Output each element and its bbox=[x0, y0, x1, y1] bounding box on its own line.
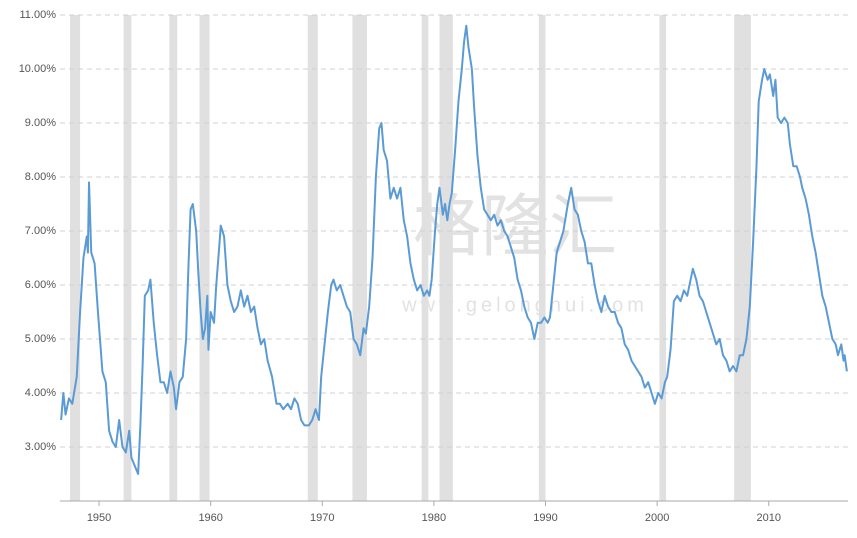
watermark-url: www.gelonghui.com bbox=[401, 294, 648, 316]
x-tick-label: 1950 bbox=[87, 512, 111, 524]
recession-band bbox=[307, 15, 318, 501]
x-tick-label: 1990 bbox=[533, 512, 557, 524]
y-tick-label: 11.00% bbox=[20, 9, 57, 21]
x-tick-label: 2010 bbox=[757, 512, 781, 524]
y-tick-label: 10.00% bbox=[19, 63, 57, 75]
recession-band bbox=[421, 15, 429, 501]
recession-band bbox=[199, 15, 210, 501]
y-tick-label: 8.00% bbox=[25, 171, 56, 183]
y-tick-label: 7.00% bbox=[25, 225, 56, 237]
recession-band bbox=[70, 15, 81, 501]
y-tick-label: 9.00% bbox=[25, 117, 56, 129]
recession-band bbox=[169, 15, 178, 501]
y-tick-label: 4.00% bbox=[25, 387, 56, 399]
recession-band bbox=[538, 15, 546, 501]
line-series bbox=[60, 24, 848, 475]
recession-band bbox=[439, 15, 453, 501]
x-tick-label: 1980 bbox=[422, 512, 446, 524]
y-tick-label: 5.00% bbox=[25, 333, 56, 345]
recession-band bbox=[734, 15, 751, 501]
recession-band bbox=[659, 15, 667, 501]
y-tick-label: 3.00% bbox=[25, 441, 56, 453]
recession-band bbox=[123, 15, 132, 501]
recession-band bbox=[352, 15, 367, 501]
x-tick-label: 2000 bbox=[645, 512, 669, 524]
x-tick-label: 1970 bbox=[310, 512, 334, 524]
x-tick-label: 1960 bbox=[198, 512, 222, 524]
y-tick-label: 6.00% bbox=[25, 279, 56, 291]
